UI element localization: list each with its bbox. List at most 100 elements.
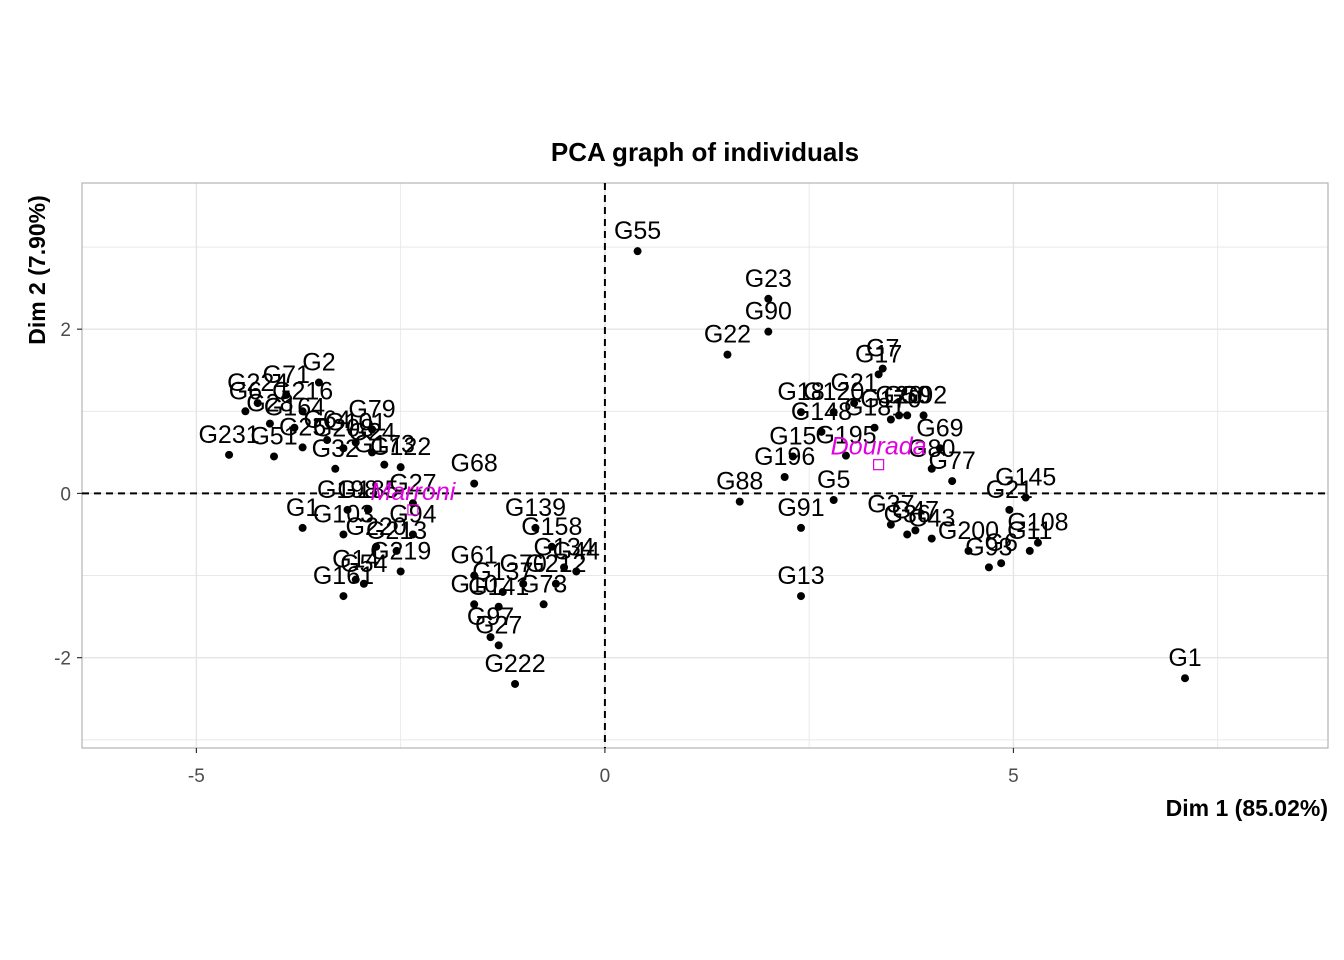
point-label: G103 (313, 500, 374, 528)
point-label: G1 (286, 494, 319, 522)
point-label: G27 (475, 611, 522, 639)
point-label: G27 (389, 469, 436, 497)
data-point (927, 464, 936, 473)
data-point (547, 542, 556, 551)
data-point (408, 530, 417, 539)
point-label: G43 (908, 505, 955, 533)
data-point (878, 364, 887, 373)
point-label: G185 (337, 476, 398, 504)
point-label: G18 (777, 378, 824, 406)
data-point (927, 534, 936, 543)
data-point (797, 408, 806, 417)
point-label: G170 (860, 386, 921, 414)
data-point (225, 450, 234, 459)
data-point (870, 423, 879, 432)
data-point (964, 546, 973, 555)
data-point (531, 523, 540, 532)
x-axis-ticks: -5 0 5 (188, 748, 1019, 787)
point-label: G79 (348, 395, 395, 423)
data-point (829, 408, 838, 417)
point-label: G108 (1007, 509, 1068, 537)
y-axis-title: Dim 2 (7.90%) (24, 195, 50, 345)
supplementary-layer: Dourada Marroni (371, 433, 927, 516)
chart-title: PCA graph of individuals (551, 137, 859, 167)
data-point (572, 567, 581, 576)
data-point (494, 602, 503, 611)
y-tick-label: -2 (54, 649, 71, 670)
point-label: G36 (884, 500, 931, 528)
data-point (343, 505, 352, 514)
data-point (829, 495, 838, 504)
y-tick-label: 0 (60, 484, 71, 505)
point-label: G61 (451, 542, 498, 570)
point-label: G222 (484, 650, 545, 678)
point-label: G161 (313, 562, 374, 590)
point-label: G90 (745, 298, 792, 326)
data-point (764, 327, 773, 336)
data-point (323, 436, 332, 445)
point-label: G93 (965, 533, 1012, 561)
point-label: G134 (533, 533, 594, 561)
point-label: G173 (354, 431, 415, 459)
point-label: G2 (302, 349, 335, 377)
point-label: G21 (830, 369, 877, 397)
data-point (298, 407, 307, 416)
data-point (984, 563, 993, 572)
point-label: G224 (227, 369, 288, 397)
data-point (935, 444, 944, 453)
data-point (735, 497, 744, 506)
data-point (633, 247, 642, 256)
point-label: G54 (340, 550, 387, 578)
point-label: G137 (472, 558, 533, 586)
data-point (290, 423, 299, 432)
supplementary-label: Dourada (831, 433, 927, 461)
point-label: G73 (520, 570, 567, 598)
y-tick-label: 2 (60, 320, 71, 341)
data-point (1021, 493, 1030, 502)
data-point (368, 425, 377, 434)
data-point (841, 451, 850, 460)
point-label: G1 (1168, 644, 1201, 672)
data-point (339, 592, 348, 601)
data-point (1181, 674, 1190, 683)
data-point (874, 370, 883, 379)
data-point (265, 419, 274, 428)
point-label: G208 (313, 414, 374, 442)
data-point (380, 460, 389, 469)
points-layer (225, 247, 1190, 688)
point-label: G198 (317, 476, 378, 504)
data-point (363, 505, 372, 514)
point-label: G64 (303, 406, 350, 434)
data-point (270, 452, 279, 461)
data-point (1005, 505, 1014, 514)
point-label: G47 (892, 496, 939, 524)
point-label: G77 (929, 447, 976, 475)
point-label: G164 (264, 394, 325, 422)
data-point (911, 526, 920, 535)
x-tick-label: 0 (600, 766, 611, 787)
point-label: G24 (348, 418, 395, 446)
point-label: G181 (844, 394, 905, 422)
point-label: G122 (370, 433, 431, 461)
data-point (241, 407, 250, 416)
point-label: G25 (279, 413, 326, 441)
data-point (1025, 546, 1034, 555)
data-point (797, 523, 806, 532)
point-label: G158 (521, 513, 582, 541)
point-label: G15 (769, 422, 816, 450)
data-point (331, 464, 340, 473)
point-label: G145 (995, 464, 1056, 492)
data-point (948, 477, 957, 486)
point-label: G139 (505, 494, 566, 522)
point-label: G23 (745, 265, 792, 293)
point-label: G68 (451, 450, 498, 478)
point-label: G21 (986, 476, 1033, 504)
point-label: G44 (553, 537, 600, 565)
supplementary-point (407, 504, 419, 516)
data-point (498, 587, 507, 596)
point-label: G11 (1007, 517, 1052, 545)
point-label: G50 (884, 381, 931, 409)
data-point (764, 294, 773, 303)
point-label: G195 (815, 422, 876, 450)
